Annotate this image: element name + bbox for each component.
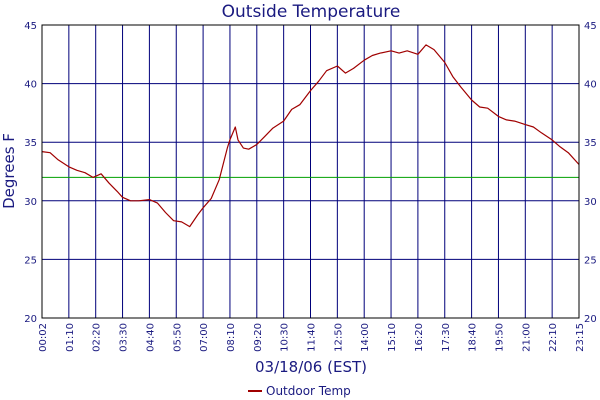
y-tick-label-right: 25	[584, 255, 597, 266]
x-tick-label: 12:50	[333, 323, 344, 352]
x-tick-label: 21:00	[521, 323, 532, 352]
grid-lines	[41, 24, 580, 319]
x-tick-label: 04:40	[145, 323, 156, 352]
y-tick-label-right: 40	[584, 80, 597, 91]
x-tick-label: 00:02	[38, 323, 49, 352]
y-tick-label-left: 30	[24, 197, 37, 208]
x-tick-label: 10:30	[280, 323, 291, 352]
x-tick-label: 08:10	[226, 323, 237, 352]
x-tick-label: 09:20	[253, 323, 264, 352]
legend-label: Outdoor Temp	[266, 384, 351, 398]
series-lines	[41, 44, 580, 228]
y-tick-label-left: 20	[24, 314, 37, 325]
x-tick-label: 07:00	[199, 323, 210, 352]
y-tick-label-left: 25	[24, 255, 37, 266]
x-tick-label: 18:40	[468, 323, 479, 352]
x-tick-label: 19:50	[494, 323, 505, 352]
x-tick-label: 05:50	[172, 323, 183, 352]
x-tick-label: 02:20	[92, 323, 103, 352]
x-tick-label: 14:00	[360, 323, 371, 352]
x-tick-label: 03:30	[119, 323, 130, 352]
y-tick-label-right: 45	[584, 21, 597, 32]
x-tick-label: 23:15	[575, 323, 586, 352]
y-tick-label-left: 40	[24, 80, 37, 91]
y-tick-labels: 20 20 25 25 30 30 35 35 40 40 45 45	[24, 21, 596, 325]
y-tick-label-right: 35	[584, 138, 597, 149]
x-tick-label: 17:30	[441, 323, 452, 352]
x-tick-label: 16:20	[414, 323, 425, 352]
plot-frame	[41, 24, 580, 319]
x-tick-label: 11:40	[307, 323, 318, 352]
x-tick-label: 22:10	[548, 323, 559, 352]
x-tick-labels: 00:02 01:10 02:20 03:30 04:40 05:50 07:00 08:10…	[38, 323, 586, 352]
x-tick-label: 15:10	[387, 323, 398, 352]
chart-title: Outside Temperature	[222, 2, 401, 22]
y-axis-label: Degrees F	[0, 133, 18, 209]
y-tick-label-left: 35	[24, 138, 37, 149]
x-axis-label: 03/18/06 (EST)	[255, 358, 367, 376]
y-tick-label-left: 45	[24, 21, 37, 32]
y-tick-label-right: 30	[584, 197, 597, 208]
y-tick-label-right: 20	[584, 314, 597, 325]
x-tick-label: 01:10	[65, 323, 76, 352]
series-line-outdoor-temp	[41, 44, 580, 228]
